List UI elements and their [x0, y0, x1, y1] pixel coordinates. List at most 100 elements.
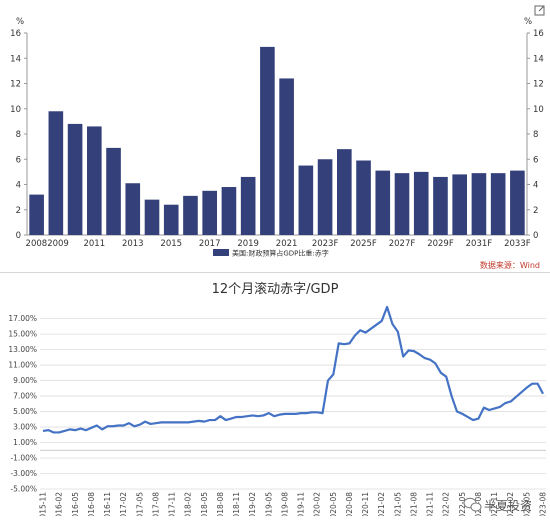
- bar-x-tick-label: 2011: [83, 239, 105, 249]
- bar-x-tick-label: 2008: [26, 239, 48, 249]
- line-x-tick-label: 2019-11: [297, 492, 306, 516]
- watermark-text: 半夏投资: [484, 498, 532, 513]
- bar-y-tick-label-right: 8: [533, 130, 538, 140]
- line-x-tick-labels: 2015-11 2016-02 2016-05 2016-08 2016-11 2017-…: [39, 492, 548, 520]
- bar-chart: 0 0 2 2 4 4 6 6 8 8 10 10 12 12 14 14 16 16 2008 2009 2011 20…: [10, 5, 545, 270]
- source-label: 数据来源：Wind: [480, 260, 540, 270]
- line-x-tick-label: 2023-08: [539, 492, 548, 516]
- bar-x-tick-label: 2021: [276, 239, 298, 249]
- bar-2030F: [452, 174, 467, 235]
- line-y-tick-label: 11.00%: [8, 361, 37, 370]
- bar-y-tick-label-left: 16: [10, 29, 21, 39]
- line-x-tick-label: 2018-08: [216, 492, 225, 516]
- bar-2026F: [375, 170, 391, 235]
- line-y-tick-label: 17.00%: [8, 314, 37, 323]
- line-x-tick-label: 2015-11: [39, 492, 48, 516]
- line-x-tick-label: 2017-08: [151, 492, 160, 516]
- line-x-tick-label: 2020-08: [345, 492, 354, 516]
- line-x-tick-label: 2017-11: [168, 492, 177, 516]
- bar-2017: [202, 190, 217, 235]
- line-x-tick-label: 2018-05: [200, 492, 209, 516]
- bar-y-tick-label-right: 2: [533, 206, 538, 216]
- bar-x-tick-label: 2013: [122, 239, 144, 249]
- line-x-tick-label: 2019-08: [280, 492, 289, 516]
- line-x-tick-label: 2019-02: [248, 492, 257, 516]
- line-y-tick-label: 13.00%: [8, 345, 37, 354]
- line-y-tick-label: 1.00%: [13, 438, 37, 447]
- bar-x-tick-label: 2033F: [504, 239, 531, 249]
- bar-x-tick-label: 2017: [199, 239, 221, 249]
- line-y-tick-label: 5.00%: [13, 407, 37, 416]
- bar-2012: [106, 147, 121, 235]
- bar-2027F: [394, 173, 410, 235]
- bar-2011: [87, 126, 102, 235]
- line-x-tick-label: 2020-11: [361, 492, 370, 516]
- bar-y-tick-label-left: 4: [16, 181, 21, 191]
- bar-y-tick-label-right: 4: [533, 181, 538, 191]
- bar-y-tick-label-right: 6: [533, 155, 538, 165]
- line-x-tick-label: 2018-11: [232, 492, 241, 516]
- line-y-tick-label: 3.00%: [13, 423, 37, 432]
- line-y-tick-label: -1.00%: [10, 454, 37, 463]
- line-x-tick-label: 2017-02: [119, 492, 128, 516]
- bar-2022: [298, 165, 314, 235]
- bar-2018: [221, 187, 237, 235]
- line-x-tick-label: 2021-02: [377, 492, 386, 516]
- bar-x-tick-label: 2025F: [350, 239, 377, 249]
- line-chart-title: 12个月滚动赤字/GDP: [212, 281, 339, 297]
- bar-2028F: [413, 171, 429, 236]
- bar-y-tick-label-left: 12: [10, 80, 21, 90]
- line-x-tick-label: 2018-02: [184, 492, 193, 516]
- line-x-tick-label: 2022-05: [458, 492, 467, 516]
- line-y-tick-label: 15.00%: [8, 330, 37, 339]
- bar-x-tick-label: 2023F: [312, 239, 339, 249]
- line-x-tick-label: 2022-11: [490, 492, 499, 516]
- bar-2008: [29, 194, 44, 235]
- left-unit-label: %: [16, 17, 24, 27]
- bar-y-tick-label-right: 12: [533, 80, 544, 90]
- line-x-tick-label: 2021-11: [426, 492, 435, 516]
- bar-x-tick-label: 2019: [237, 239, 259, 249]
- bar-2025F: [356, 160, 371, 235]
- line-x-tick-label: 2023-05: [522, 492, 531, 516]
- line-x-tick-label: 2022-02: [442, 492, 451, 516]
- line-x-tick-label: 2017-05: [135, 492, 144, 516]
- line-y-tick-label: -3.00%: [10, 469, 37, 478]
- bar-2014: [144, 199, 160, 235]
- line-chart-panel: 12个月滚动赤字/GDP -5.00% -3.00% -1.00% 1.00% 3.00…: [0, 273, 550, 520]
- bar-series: [29, 46, 525, 236]
- bar-chart-panel: 0 0 2 2 4 4 6 6 8 8 10 10 12 12 14 14 16 16 2008 2009 2011 20…: [10, 5, 545, 270]
- bar-2023F: [317, 159, 333, 235]
- expand-icon[interactable]: [534, 5, 545, 16]
- bar-y-tick-label-left: 2: [16, 206, 21, 216]
- bar-x-tick-label: 2029F: [427, 239, 454, 249]
- line-x-tick-label: 2019-05: [264, 492, 273, 516]
- bar-tick-labels: 0 0 2 2 4 4 6 6 8 8 10 10 12 12 14 14 16 16 2008 2009 2011 20…: [10, 29, 544, 249]
- right-unit-label: %: [524, 17, 532, 27]
- bar-y-tick-label-left: 0: [16, 231, 21, 241]
- legend-swatch: [213, 249, 229, 256]
- line-x-tick-label: 2016-08: [87, 492, 96, 516]
- bar-2015: [163, 204, 179, 235]
- panel-divider: [0, 272, 550, 273]
- line-x-tick-label: 2021-05: [393, 492, 402, 516]
- bar-2009: [48, 111, 64, 235]
- legend-label: 美国:财政预算占GDP比重:赤字: [232, 249, 329, 258]
- line-x-tick-label: 2023-02: [506, 492, 515, 516]
- bar-x-tick-label: 2027F: [389, 239, 416, 249]
- line-gridlines: [40, 318, 546, 490]
- bar-y-tick-label-right: 0: [533, 231, 538, 241]
- deficit-line: [42, 305, 544, 434]
- bar-2033F: [510, 170, 525, 235]
- bar-x-tick-label: 2009: [47, 239, 69, 249]
- line-y-tick-labels: -5.00% -3.00% -1.00% 1.00% 3.00% 5.00% 7.00% 9.…: [8, 314, 37, 493]
- bar-2010: [67, 123, 83, 235]
- line-x-tick-label: 2020-05: [329, 492, 338, 516]
- bar-x-tick-label: 2015: [160, 239, 182, 249]
- bar-y-tick-label-right: 10: [533, 105, 544, 115]
- bar-x-tick-label: 2031F: [466, 239, 493, 249]
- line-chart: 12个月滚动赤字/GDP -5.00% -3.00% -1.00% 1.00% 3.00…: [8, 281, 548, 520]
- line-x-tick-label: 2021-08: [409, 492, 418, 516]
- bar-2013: [125, 183, 141, 235]
- line-x-tick-label: 2016-11: [103, 492, 112, 516]
